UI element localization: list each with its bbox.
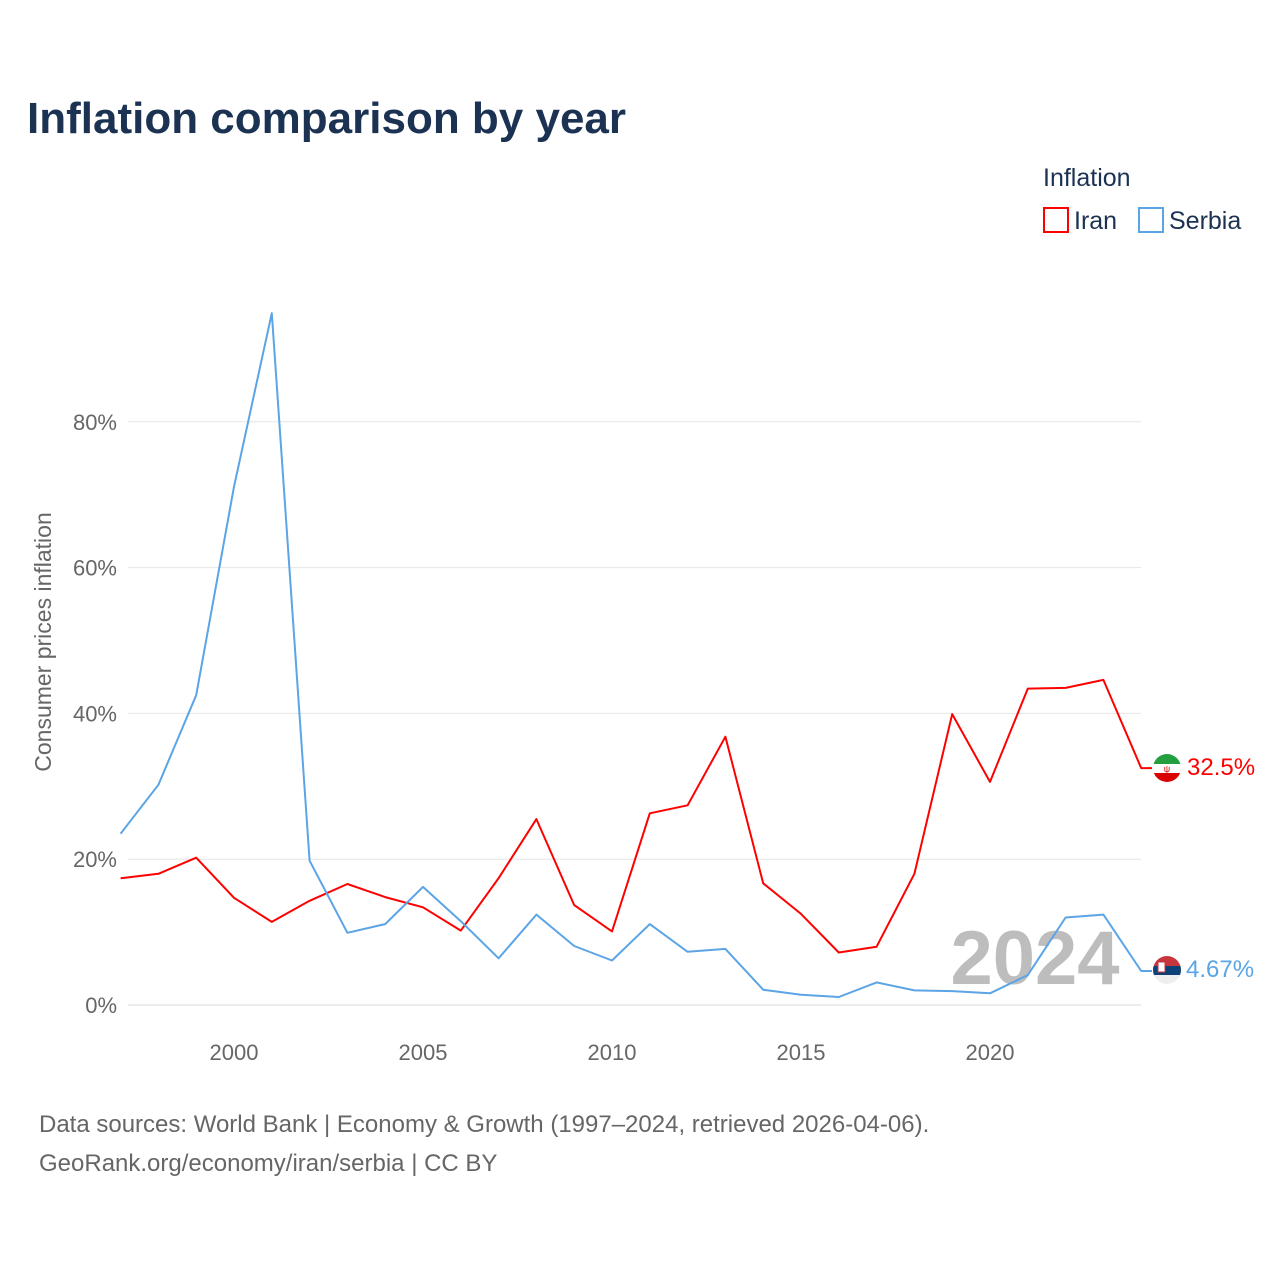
legend: Inflation Iran Serbia <box>1043 164 1241 235</box>
data-point-serbia[interactable] <box>836 994 842 1000</box>
data-point-iran[interactable] <box>1025 686 1031 692</box>
data-point-iran[interactable] <box>1063 685 1069 691</box>
data-point-iran[interactable] <box>533 816 539 822</box>
data-point-iran[interactable] <box>949 711 955 717</box>
y-tick-label: 80% <box>73 410 117 435</box>
serbia-flag-icon <box>1153 956 1181 984</box>
data-point-iran[interactable] <box>155 871 161 877</box>
x-tick-label: 2020 <box>966 1040 1015 1065</box>
data-point-iran[interactable] <box>987 779 993 785</box>
grid <box>128 421 1141 1006</box>
data-point-serbia[interactable] <box>874 979 880 985</box>
data-point-serbia[interactable] <box>118 831 124 837</box>
data-point-serbia[interactable] <box>344 930 350 936</box>
data-point-iran[interactable] <box>269 919 275 925</box>
data-point-iran[interactable] <box>1100 677 1106 683</box>
data-point-iran[interactable] <box>193 855 199 861</box>
data-point-serbia[interactable] <box>496 955 502 961</box>
series-line-serbia[interactable] <box>119 312 1152 998</box>
data-point-iran[interactable] <box>911 871 917 877</box>
source-text: Data sources: World Bank | Economy & Gro… <box>39 1111 929 1138</box>
data-point-serbia[interactable] <box>911 987 917 993</box>
data-point-serbia[interactable] <box>382 921 388 927</box>
legend-swatch-iran[interactable] <box>1043 207 1069 233</box>
data-point-iran[interactable] <box>458 928 464 934</box>
series-lines <box>118 310 1152 1000</box>
data-point-serbia[interactable] <box>647 921 653 927</box>
data-point-serbia[interactable] <box>760 987 766 993</box>
data-point-iran[interactable] <box>496 875 502 881</box>
x-tick-label: 2000 <box>210 1040 259 1065</box>
x-tick-label: 2005 <box>399 1040 448 1065</box>
data-point-iran[interactable] <box>874 944 880 950</box>
legend-label-serbia[interactable]: Serbia <box>1169 207 1241 235</box>
data-point-iran[interactable] <box>344 881 350 887</box>
data-point-serbia[interactable] <box>193 692 199 698</box>
data-point-iran[interactable] <box>760 880 766 886</box>
year-watermark: 2024 <box>950 916 1119 1001</box>
svg-text:ψ: ψ <box>1164 764 1170 774</box>
data-point-iran[interactable] <box>571 902 577 908</box>
data-point-serbia[interactable] <box>1063 915 1069 921</box>
legend-label-iran[interactable]: Iran <box>1074 207 1117 235</box>
iran-flag-icon: ψ <box>1153 754 1181 782</box>
data-point-serbia[interactable] <box>722 946 728 952</box>
data-point-serbia[interactable] <box>685 949 691 955</box>
data-point-serbia[interactable] <box>609 958 615 964</box>
data-point-iran[interactable] <box>836 950 842 956</box>
y-tick-label: 40% <box>73 701 117 726</box>
x-axis: 2000 2005 2010 2015 2020 <box>210 1040 1015 1065</box>
data-point-iran[interactable] <box>1138 765 1144 771</box>
serbia-end-label: 4.67% <box>1186 956 1254 983</box>
chart-title: Inflation comparison by year <box>27 94 626 143</box>
data-point-iran[interactable] <box>798 911 804 917</box>
legend-swatch-serbia[interactable] <box>1138 207 1164 233</box>
data-point-serbia[interactable] <box>1100 912 1106 918</box>
data-point-iran[interactable] <box>685 802 691 808</box>
data-point-iran[interactable] <box>307 898 313 904</box>
data-point-iran[interactable] <box>382 894 388 900</box>
y-axis: 0% 20% 40% 60% 80% <box>73 410 117 1018</box>
data-point-serbia[interactable] <box>1025 972 1031 978</box>
y-tick-label: 0% <box>85 993 117 1018</box>
data-point-serbia[interactable] <box>1138 968 1144 974</box>
data-point-serbia[interactable] <box>307 858 313 864</box>
x-tick-label: 2010 <box>588 1040 637 1065</box>
data-point-serbia[interactable] <box>420 884 426 890</box>
data-point-serbia[interactable] <box>155 782 161 788</box>
data-point-serbia[interactable] <box>458 918 464 924</box>
series-line-iran[interactable] <box>120 678 1152 954</box>
data-point-serbia[interactable] <box>533 912 539 918</box>
data-point-serbia[interactable] <box>231 484 237 490</box>
y-tick-label: 20% <box>73 847 117 872</box>
data-point-serbia[interactable] <box>269 310 275 316</box>
data-point-serbia[interactable] <box>987 990 993 996</box>
y-axis-label: Consumer prices inflation <box>30 512 56 772</box>
x-tick-label: 2015 <box>777 1040 826 1065</box>
source-link[interactable]: GeoRank.org/economy/iran/serbia | CC BY <box>39 1150 497 1177</box>
legend-title: Inflation <box>1043 164 1131 192</box>
iran-end-label: 32.5% <box>1187 754 1255 781</box>
data-point-iran[interactable] <box>609 928 615 934</box>
data-point-iran[interactable] <box>231 895 237 901</box>
y-tick-label: 60% <box>73 556 117 581</box>
data-point-serbia[interactable] <box>949 988 955 994</box>
data-point-iran[interactable] <box>722 734 728 740</box>
data-point-serbia[interactable] <box>798 992 804 998</box>
data-point-serbia[interactable] <box>571 943 577 949</box>
data-point-iran[interactable] <box>647 810 653 816</box>
data-point-iran[interactable] <box>118 875 124 881</box>
data-point-iran[interactable] <box>420 904 426 910</box>
